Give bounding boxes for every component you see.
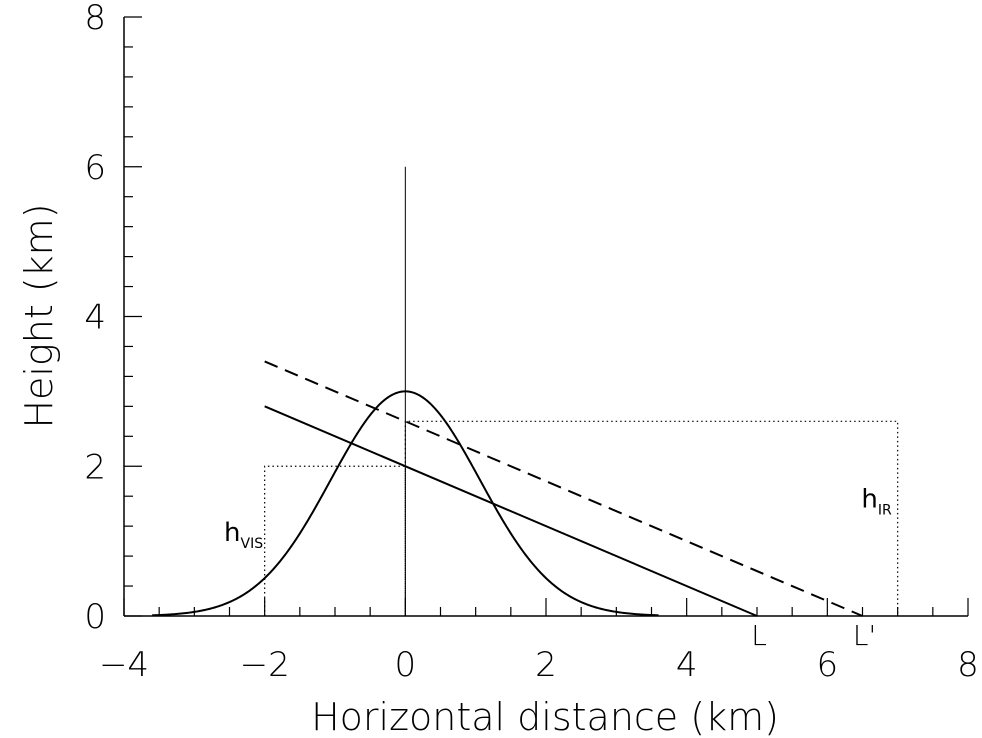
y-tick-label: 4 (84, 298, 106, 338)
dotted-box (404, 420, 899, 616)
x-tick-label: 2 (535, 645, 557, 685)
y-tick-label: 6 (84, 148, 106, 188)
point-label: L (751, 619, 767, 652)
labels: hVIS hIR L L' (224, 484, 892, 652)
point-label: L' (853, 619, 876, 652)
x-tick-label: 8 (957, 645, 979, 685)
solid-line (264, 405, 758, 617)
axes: −4 −2 0 2 4 6 8 0 2 4 6 8 (84, 0, 978, 685)
plot-marks (152, 166, 863, 617)
y-tick-label: 0 (84, 597, 106, 637)
y-axis-title: Height (km) (17, 203, 61, 428)
x-tick-label: −4 (99, 645, 149, 685)
box-label: hIR (861, 484, 892, 518)
dotted-boxes (264, 420, 899, 616)
y-tick-label: 8 (84, 0, 106, 38)
y-tick-label: 2 (84, 447, 106, 487)
x-tick-label: 0 (395, 645, 417, 685)
x-tick-label: −2 (240, 645, 290, 685)
x-axis-title: Horizontal distance (km) (311, 695, 779, 738)
x-tick-label: 6 (817, 645, 839, 685)
dashed-line (264, 360, 863, 617)
mountain-profile-line (152, 390, 659, 617)
x-tick-label: 4 (676, 645, 698, 685)
box-label: hVIS (224, 518, 263, 552)
dotted-box (264, 465, 406, 616)
